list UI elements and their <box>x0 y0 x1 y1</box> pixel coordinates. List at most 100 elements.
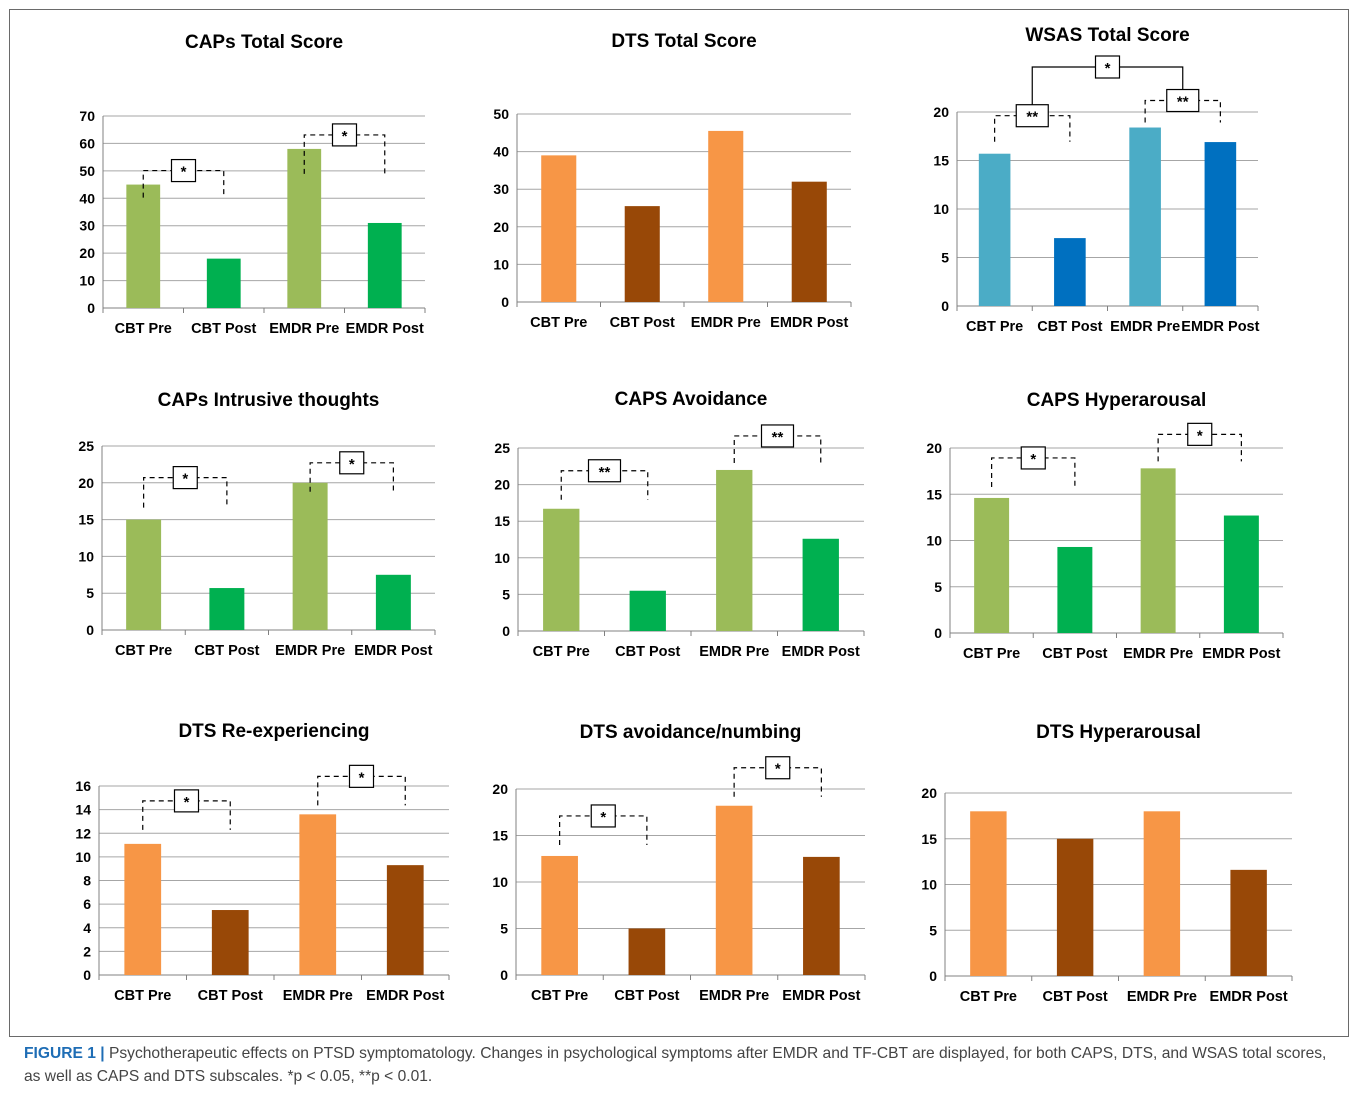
category-label: EMDR Pre <box>1110 319 1180 335</box>
y-tick-label: 30 <box>493 181 509 197</box>
significance-box <box>590 804 616 828</box>
y-tick-label: 0 <box>929 968 937 984</box>
significance-label: * <box>1105 60 1111 77</box>
y-tick-label: 10 <box>921 877 937 893</box>
y-tick-label: 25 <box>78 438 94 454</box>
y-tick-label: 8 <box>83 873 91 889</box>
y-tick-label: 15 <box>933 153 949 169</box>
figure-caption: FIGURE 1 | Psychotherapeutic effects on … <box>24 1042 1344 1088</box>
chart-title: CAPs Intrusive thoughts <box>158 390 380 411</box>
category-label: EMDR Pre <box>1127 989 1197 1005</box>
bar-cbt-post <box>1057 546 1093 633</box>
bracket-line <box>1144 99 1221 123</box>
bar-cbt-post <box>209 588 245 630</box>
bar-emdr-pre <box>708 130 744 302</box>
significance-bracket: * <box>142 158 225 198</box>
caption-text: Psychotherapeutic effects on PTSD sympto… <box>24 1045 1327 1085</box>
y-tick-label: 0 <box>500 967 508 983</box>
y-tick-label: 10 <box>494 550 510 566</box>
bar-cbt-pre <box>974 497 1010 633</box>
significance-label: * <box>181 164 187 181</box>
bar-emdr-post <box>1204 142 1237 306</box>
significance-label: * <box>182 471 188 488</box>
category-label: EMDR Post <box>1210 989 1288 1005</box>
category-label: CBT Pre <box>963 646 1020 662</box>
significance-label: * <box>775 761 781 778</box>
y-tick-label: 15 <box>926 486 942 502</box>
bar-cbt-post <box>1056 838 1094 976</box>
significance-box <box>760 424 795 448</box>
category-label: CBT Pre <box>114 988 171 1004</box>
chart-panel-5: CAPS Avoidance 0 5 10 15 20 25 CBT Pre CBT Post E… <box>494 389 865 660</box>
chart-title: DTS Hyperarousal <box>1036 722 1201 743</box>
category-label: CBT Post <box>615 644 680 660</box>
category-label: EMDR Post <box>1181 319 1259 335</box>
y-tick-label: 0 <box>86 622 94 638</box>
bracket-line <box>1157 433 1242 462</box>
bar-emdr-pre <box>1140 468 1176 633</box>
bracket-line <box>303 134 386 174</box>
category-label: CBT Pre <box>530 315 587 331</box>
chart-title: DTS Total Score <box>611 31 756 52</box>
chart-title: CAPs Total Score <box>185 32 343 53</box>
y-tick-label: 4 <box>83 920 91 936</box>
y-tick-label: 5 <box>929 922 937 938</box>
bar-cbt-post <box>211 910 249 975</box>
category-label: CBT Post <box>194 643 259 659</box>
category-label: EMDR Pre <box>699 988 769 1004</box>
category-label: CBT Post <box>1042 646 1107 662</box>
chart-title: DTS avoidance/numbing <box>580 722 802 743</box>
y-tick-label: 10 <box>926 533 942 549</box>
category-label: EMDR Pre <box>691 315 761 331</box>
y-tick-label: 10 <box>933 201 949 217</box>
significance-label: * <box>1030 451 1036 468</box>
bar-cbt-pre <box>970 811 1007 976</box>
significance-bracket: * <box>142 789 231 830</box>
y-tick-label: 10 <box>75 849 91 865</box>
y-tick-label: 5 <box>502 586 510 602</box>
y-tick-label: 5 <box>934 579 942 595</box>
significance-label: * <box>342 128 348 145</box>
bar-cbt-pre <box>541 855 578 975</box>
category-label: CBT Pre <box>115 643 172 659</box>
significance-box <box>348 764 375 788</box>
y-tick-label: 15 <box>78 512 94 528</box>
category-label: EMDR Pre <box>275 643 345 659</box>
y-tick-label: 5 <box>86 585 94 601</box>
bar-emdr-post <box>802 538 839 631</box>
y-tick-label: 6 <box>83 896 91 912</box>
y-tick-label: 40 <box>493 144 509 160</box>
category-label: CBT Pre <box>531 988 588 1004</box>
category-label: EMDR Pre <box>699 644 769 660</box>
category-label: CBT Post <box>1043 989 1108 1005</box>
y-tick-label: 60 <box>79 135 95 151</box>
significance-bracket: ** <box>560 459 649 500</box>
bar-cbt-pre <box>126 184 161 308</box>
y-tick-label: 10 <box>492 874 508 890</box>
significance-label: * <box>349 456 355 473</box>
y-tick-label: 0 <box>934 625 942 641</box>
bar-emdr-pre <box>292 482 328 630</box>
significance-bracket: * <box>309 451 394 492</box>
category-label: CBT Post <box>614 988 679 1004</box>
bar-emdr-pre <box>1143 811 1181 976</box>
y-tick-label: 20 <box>933 104 949 120</box>
significance-box <box>1094 55 1121 79</box>
bar-emdr-pre <box>715 805 753 975</box>
bar-cbt-pre <box>541 155 577 302</box>
category-label: EMDR Post <box>366 988 444 1004</box>
chart-panel-6: CAPS Hyperarousal 0 5 10 15 20 CBT Pre CBT Post… <box>926 390 1284 662</box>
category-label: EMDR Pre <box>283 988 353 1004</box>
bar-emdr-pre <box>287 148 322 308</box>
chart-panel-4: CAPs Intrusive thoughts 0 5 10 15 20 25 CBT Pre… <box>78 390 436 659</box>
category-label: CBT Pre <box>115 321 172 337</box>
significance-bracket: * <box>991 446 1076 487</box>
chart-panel-3: WSAS Total Score 0 5 10 15 20 CBT Pre CBT Post E… <box>933 25 1259 335</box>
y-tick-label: 20 <box>921 785 937 801</box>
y-tick-label: 50 <box>493 106 509 122</box>
y-tick-label: 10 <box>78 548 94 564</box>
y-tick-label: 25 <box>494 440 510 456</box>
significance-bracket: * <box>559 804 648 845</box>
significance-box <box>173 789 200 813</box>
bar-cbt-pre <box>543 508 580 631</box>
